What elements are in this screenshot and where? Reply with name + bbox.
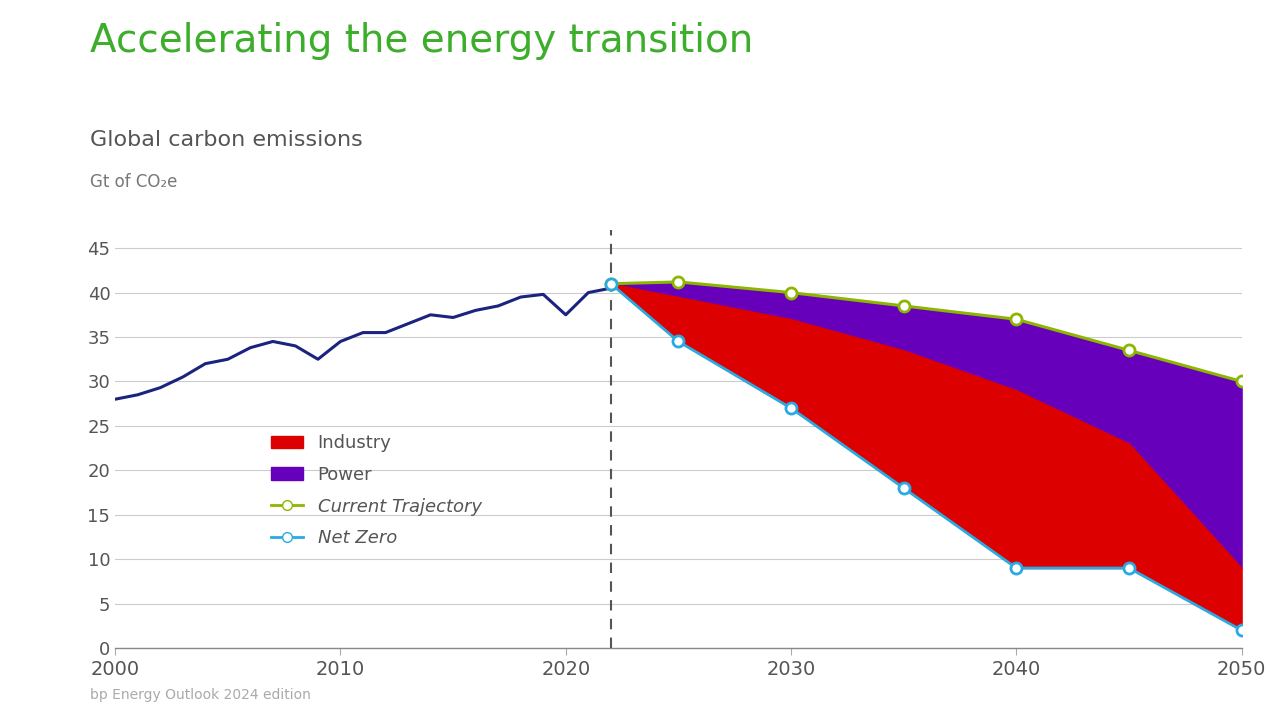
Text: Global carbon emissions: Global carbon emissions (90, 130, 362, 150)
Text: Accelerating the energy transition: Accelerating the energy transition (90, 22, 753, 60)
Text: bp Energy Outlook 2024 edition: bp Energy Outlook 2024 edition (90, 688, 311, 702)
Legend: Industry, Power, Current Trajectory, Net Zero: Industry, Power, Current Trajectory, Net… (270, 434, 481, 547)
Text: Gt of CO₂e: Gt of CO₂e (90, 173, 177, 191)
